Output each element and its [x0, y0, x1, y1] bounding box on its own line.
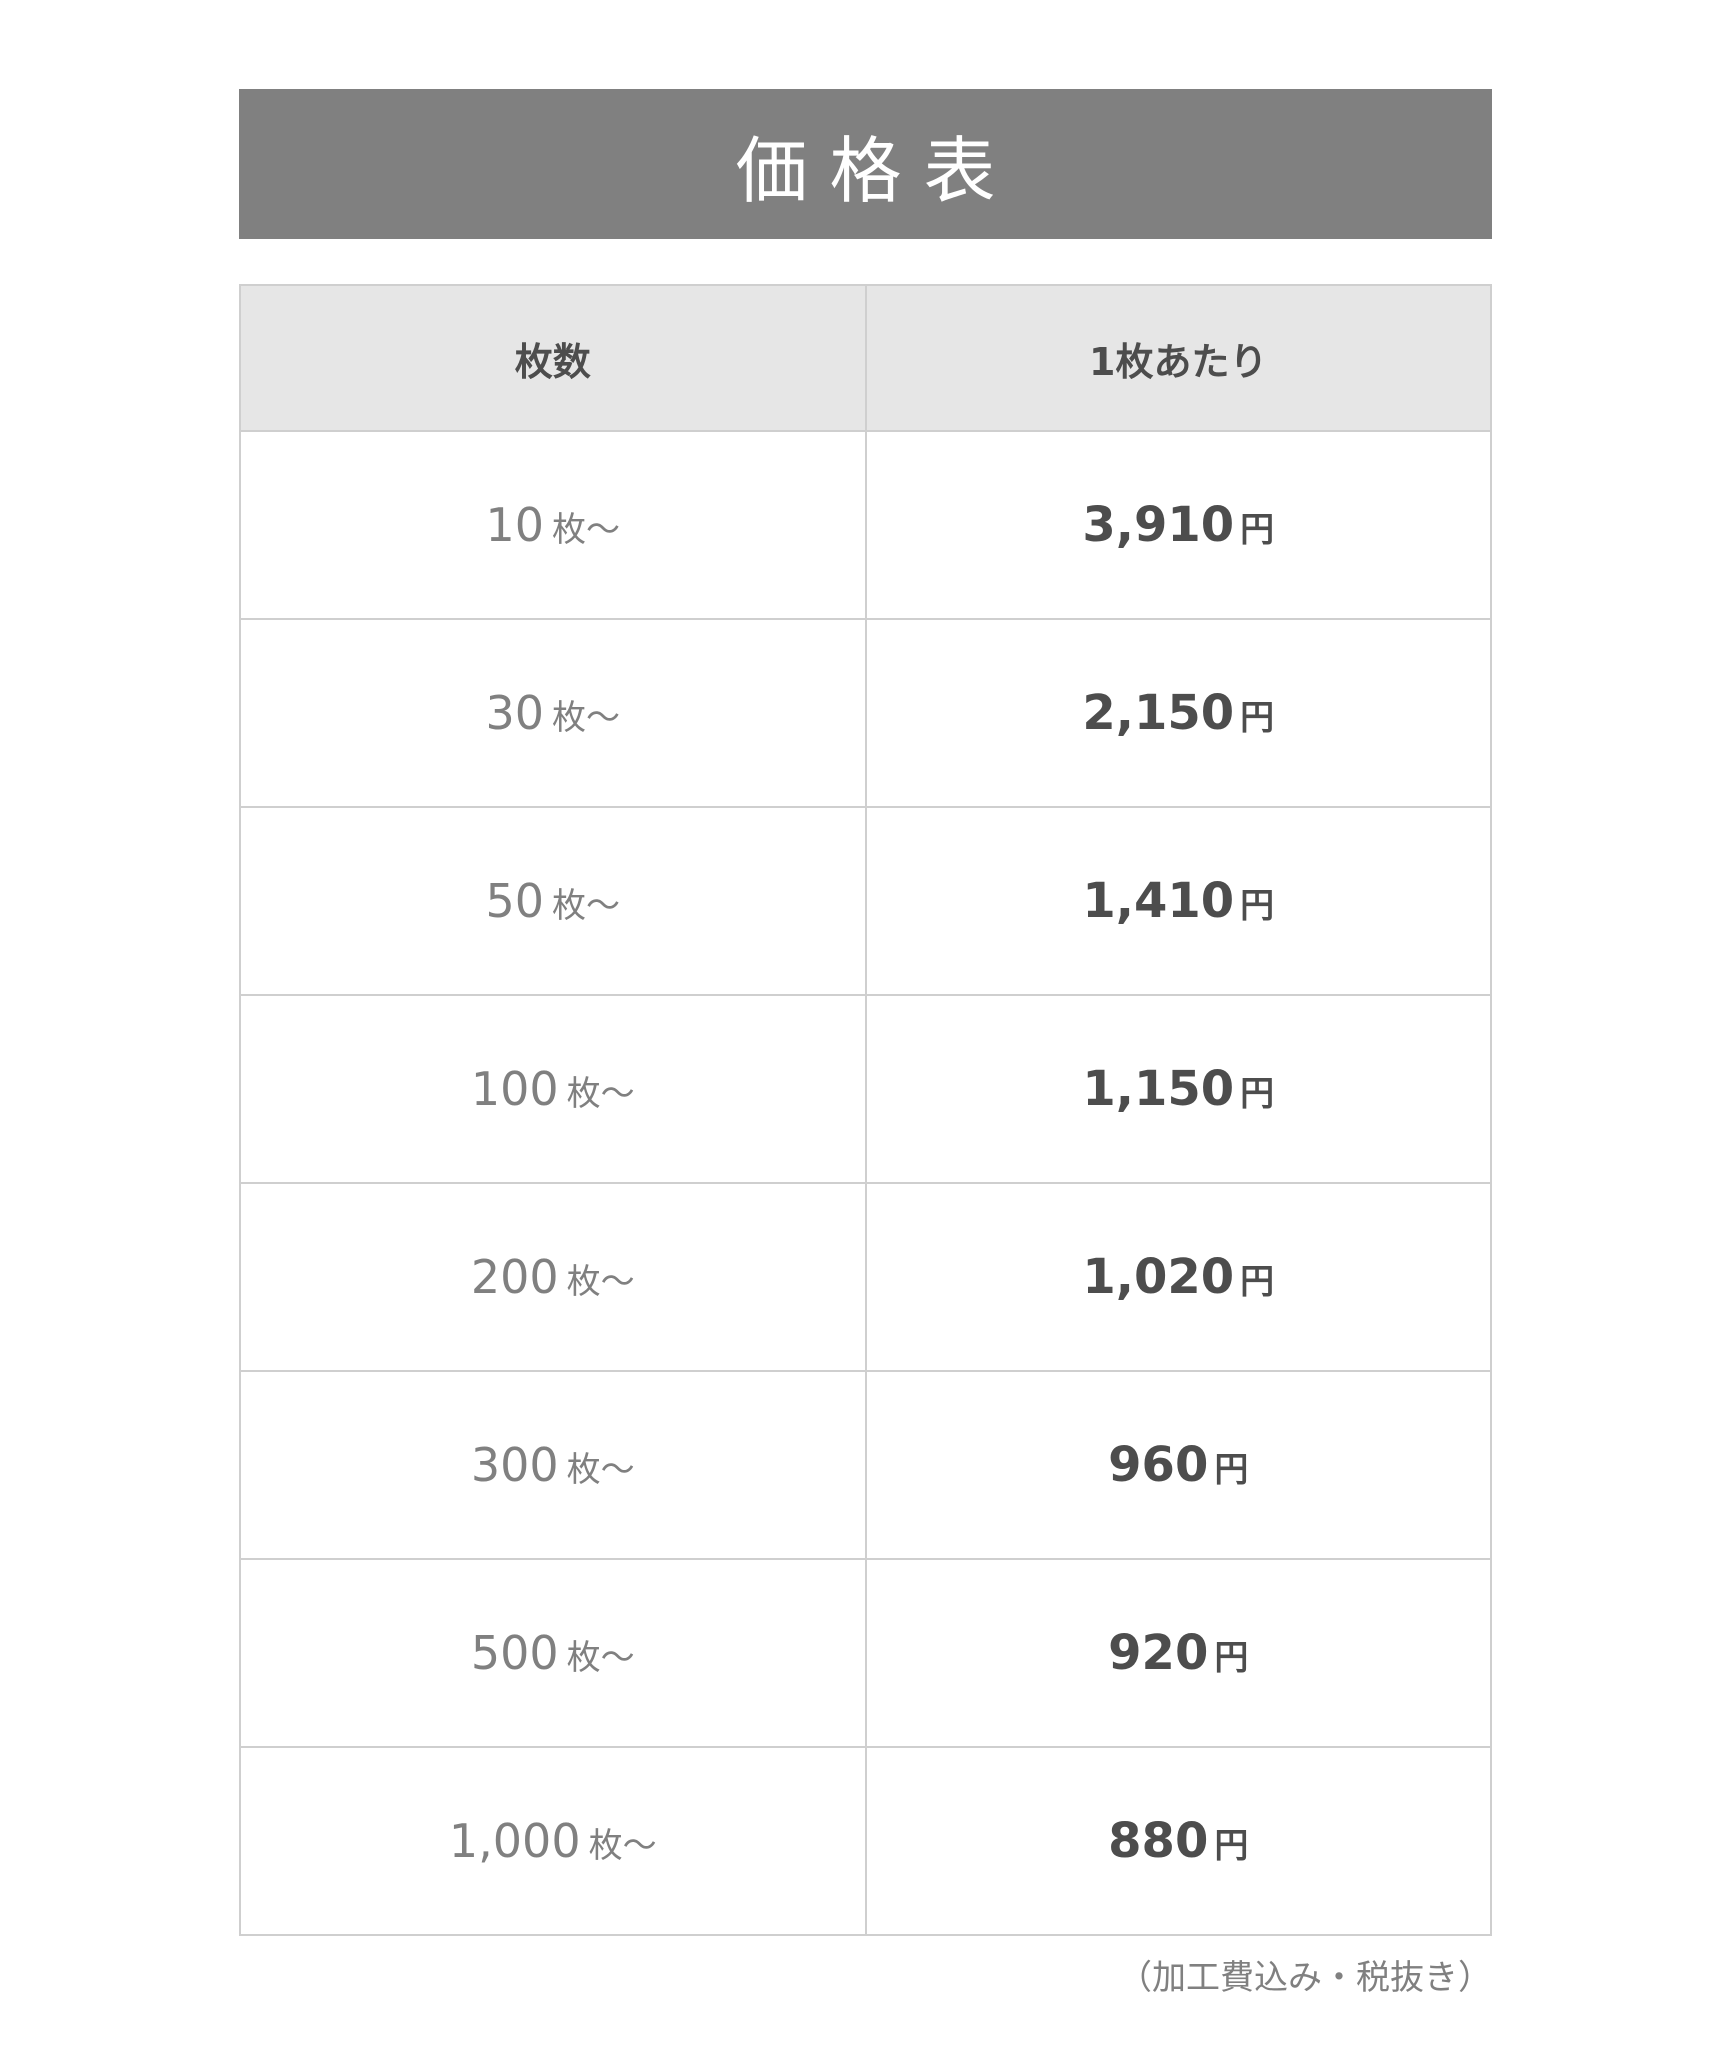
quantity-value: 200: [470, 1250, 559, 1304]
quantity-unit: 枚〜: [552, 698, 621, 738]
quantity-cell: 1,000 枚〜: [239, 1746, 867, 1936]
price-value: 960: [1108, 1437, 1209, 1493]
price-cell: 3,910 円: [864, 430, 1492, 620]
table-row: 500 枚〜 920 円: [239, 1558, 1492, 1748]
quantity-unit: 枚〜: [588, 1826, 657, 1866]
quantity-value: 300: [470, 1438, 559, 1492]
price-table: 枚数 1枚あたり 10 枚〜 3,910 円 30 枚〜 2,150 円 50 枚〜 1,410 円 1…: [239, 284, 1492, 1936]
quantity-value: 1,000: [448, 1814, 581, 1868]
price-unit: 円: [1240, 1262, 1275, 1302]
price-note: （加工費込み・税抜き）: [1118, 1958, 1492, 1998]
table-row: 200 枚〜 1,020 円: [239, 1182, 1492, 1372]
quantity-cell: 500 枚〜: [239, 1558, 867, 1748]
price-value: 3,910: [1082, 497, 1235, 553]
price-unit: 円: [1240, 1074, 1275, 1114]
quantity-value: 100: [470, 1062, 559, 1116]
price-unit: 円: [1240, 698, 1275, 738]
quantity-cell: 30 枚〜: [239, 618, 867, 808]
quantity-unit: 枚〜: [552, 510, 621, 550]
price-unit: 円: [1214, 1638, 1249, 1678]
price-value: 2,150: [1082, 685, 1235, 741]
quantity-value: 50: [485, 874, 545, 928]
price-unit: 円: [1240, 510, 1275, 550]
price-unit: 円: [1240, 886, 1275, 926]
price-cell: 2,150 円: [864, 618, 1492, 808]
header-quantity: 枚数: [239, 284, 867, 432]
table-header-row: 枚数 1枚あたり: [239, 284, 1492, 432]
quantity-value: 30: [485, 686, 545, 740]
table-row: 50 枚〜 1,410 円: [239, 806, 1492, 996]
price-unit: 円: [1214, 1450, 1249, 1490]
price-value: 920: [1108, 1625, 1209, 1681]
table-row: 1,000 枚〜 880 円: [239, 1746, 1492, 1936]
price-cell: 920 円: [864, 1558, 1492, 1748]
price-cell: 1,410 円: [864, 806, 1492, 996]
price-value: 1,020: [1082, 1249, 1235, 1305]
price-value: 1,410: [1082, 873, 1235, 929]
quantity-unit: 枚〜: [566, 1638, 635, 1678]
table-row: 300 枚〜 960 円: [239, 1370, 1492, 1560]
quantity-unit: 枚〜: [566, 1450, 635, 1490]
quantity-cell: 100 枚〜: [239, 994, 867, 1184]
price-cell: 960 円: [864, 1370, 1492, 1560]
quantity-cell: 200 枚〜: [239, 1182, 867, 1372]
page-title: 価格表: [239, 89, 1492, 239]
price-cell: 880 円: [864, 1746, 1492, 1936]
header-unit-price: 1枚あたり: [864, 284, 1492, 432]
price-unit: 円: [1214, 1826, 1249, 1866]
quantity-cell: 50 枚〜: [239, 806, 867, 996]
quantity-value: 10: [485, 498, 545, 552]
quantity-unit: 枚〜: [566, 1074, 635, 1114]
quantity-value: 500: [470, 1626, 559, 1680]
table-row: 10 枚〜 3,910 円: [239, 430, 1492, 620]
quantity-unit: 枚〜: [566, 1262, 635, 1302]
quantity-cell: 300 枚〜: [239, 1370, 867, 1560]
quantity-cell: 10 枚〜: [239, 430, 867, 620]
table-row: 100 枚〜 1,150 円: [239, 994, 1492, 1184]
price-value: 880: [1108, 1813, 1209, 1869]
price-cell: 1,150 円: [864, 994, 1492, 1184]
price-cell: 1,020 円: [864, 1182, 1492, 1372]
price-value: 1,150: [1082, 1061, 1235, 1117]
quantity-unit: 枚〜: [552, 886, 621, 926]
table-row: 30 枚〜 2,150 円: [239, 618, 1492, 808]
